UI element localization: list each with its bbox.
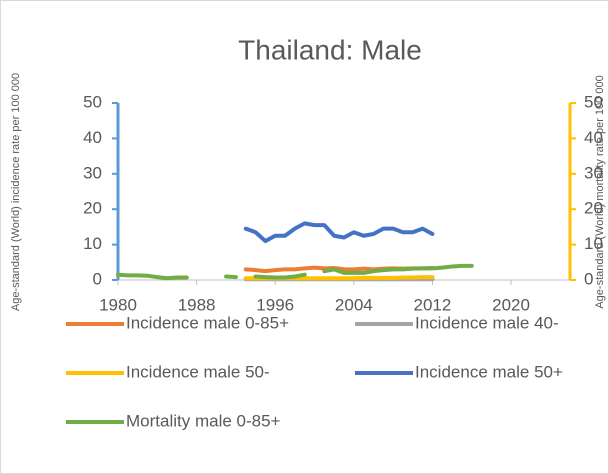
x-tick-label: 2004 [335, 295, 373, 314]
y-tick-label: 20 [83, 199, 102, 218]
y2-axis-label: Age-standard (World) mortality rate per … [594, 75, 606, 308]
y2-tick-label: 10 [584, 234, 603, 253]
y2-tick-label: 20 [584, 199, 603, 218]
series-line [116, 263, 474, 281]
y-tick-label: 10 [83, 234, 102, 253]
legend-label: Incidence male 50+ [415, 362, 563, 381]
y2-tick-label: 0 [584, 269, 593, 288]
chart-title: Thailand: Male [238, 34, 422, 65]
legend-label: Incidence male 0-85+ [126, 313, 289, 332]
legend-label: Incidence male 50- [126, 362, 270, 381]
series-line [243, 221, 435, 244]
legend-label: Incidence male 40- [415, 313, 559, 332]
y-tick-label: 0 [93, 269, 102, 288]
y-tick-label: 40 [83, 128, 102, 147]
x-tick-label: 2020 [492, 295, 530, 314]
y-tick-label: 50 [83, 92, 102, 111]
y-tick-label: 30 [83, 163, 102, 182]
x-tick-label: 2012 [414, 295, 452, 314]
y2-tick-label: 30 [584, 163, 603, 182]
x-tick-label: 1996 [256, 295, 294, 314]
x-tick-label: 1988 [178, 295, 216, 314]
y2-tick-label: 50 [584, 92, 603, 111]
y-axis-label: Age-standard (World) incidence rate per … [10, 73, 22, 311]
y2-tick-label: 40 [584, 128, 603, 147]
legend-label: Mortality male 0-85+ [126, 411, 281, 430]
x-tick-label: 1980 [99, 295, 137, 314]
